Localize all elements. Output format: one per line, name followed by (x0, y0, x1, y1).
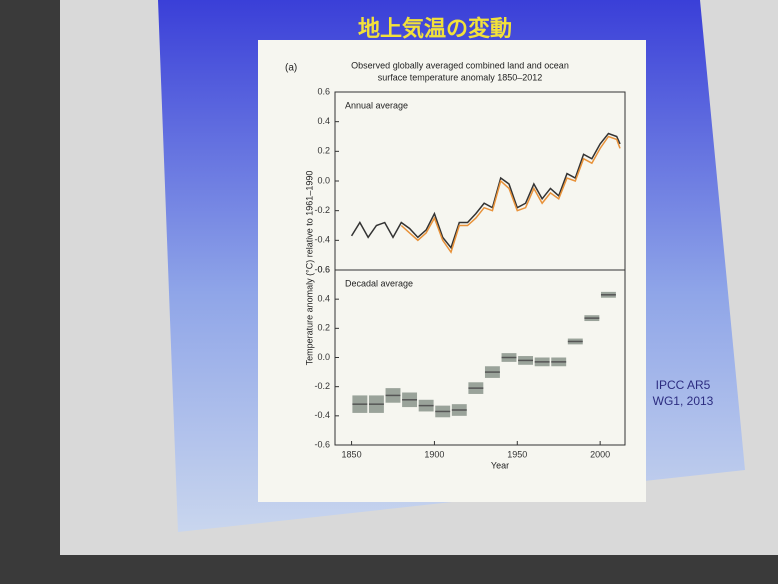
y-tick-label: 0.6 (317, 264, 330, 274)
x-axis-label: Year (491, 460, 509, 470)
source-note: WG1, 2013 (653, 394, 714, 408)
y-tick-label: -0.4 (314, 235, 330, 245)
y-tick-label: -0.6 (314, 439, 330, 449)
chart-subtitle: surface temperature anomaly 1850–2012 (378, 72, 543, 82)
y-tick-label: 0.2 (317, 146, 330, 156)
x-tick-label: 2000 (590, 449, 610, 459)
y-tick-label: 0.6 (317, 86, 330, 96)
source-note: IPCC AR5 (656, 378, 711, 392)
y-tick-label: -0.2 (314, 205, 330, 215)
series-line (400, 135, 621, 254)
series-line (350, 132, 621, 250)
y-tick-label: -0.2 (314, 381, 330, 391)
y-tick-label: 0.0 (317, 352, 330, 362)
panel-annotation: Decadal average (345, 278, 413, 288)
chart-title: Observed globally averaged combined land… (351, 60, 569, 70)
y-tick-label: -0.6 (314, 264, 330, 274)
slide-title: 地上気温の変動 (358, 16, 512, 41)
y-tick-label: 0.2 (317, 323, 330, 333)
y-axis-label: Temperature anomaly (°C) relative to 196… (304, 171, 314, 366)
x-tick-label: 1900 (424, 449, 444, 459)
x-tick-label: 1850 (342, 449, 362, 459)
y-tick-label: 0.4 (317, 294, 330, 304)
y-tick-label: 0.4 (317, 116, 330, 126)
y-tick-label: 0.0 (317, 175, 330, 185)
panel-annotation: Annual average (345, 100, 408, 110)
panel-label: (a) (285, 63, 297, 74)
x-tick-label: 1950 (507, 449, 527, 459)
figure (258, 40, 646, 502)
y-tick-label: -0.4 (314, 410, 330, 420)
